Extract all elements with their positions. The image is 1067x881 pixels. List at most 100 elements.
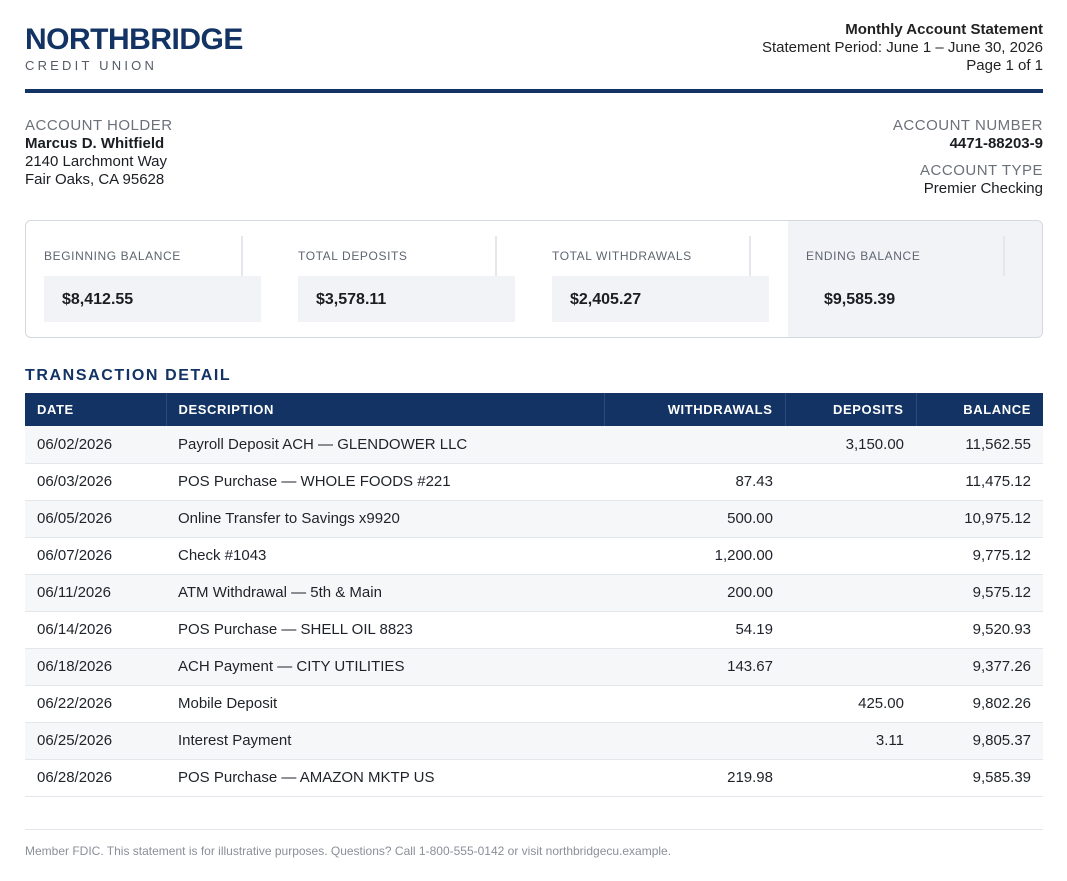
cell-deposit — [785, 500, 916, 538]
table-row: 06/25/2026 Interest Payment 3.11 9,805.3… — [25, 722, 1043, 760]
cell-date: 06/18/2026 — [25, 648, 166, 686]
account-number-label: ACCOUNT NUMBER — [892, 117, 1043, 134]
account-type-label: ACCOUNT TYPE — [920, 162, 1043, 179]
account-holder-block: ACCOUNT HOLDER Marcus D. Whitfield 2140 … — [25, 117, 173, 189]
table-row: 06/28/2026 POS Purchase — AMAZON MKTP US… — [25, 759, 1043, 797]
statement-period: Statement Period: June 1 – June 30, 2026 — [761, 39, 1043, 56]
cell-withdrawal — [604, 722, 785, 760]
cell-deposit — [785, 574, 916, 612]
cell-deposit — [785, 463, 916, 501]
table-row: 06/03/2026 POS Purchase — WHOLE FOODS #2… — [25, 463, 1043, 501]
transaction-section-title: TRANSACTION DETAIL — [25, 367, 232, 384]
cell-balance: 9,575.12 — [916, 574, 1043, 612]
cell-balance: 9,805.37 — [916, 722, 1043, 760]
cell-balance: 9,802.26 — [916, 685, 1043, 723]
footer-divider — [25, 829, 1043, 830]
table-row: 06/14/2026 POS Purchase — SHELL OIL 8823… — [25, 611, 1043, 649]
summary-value: $9,585.39 — [824, 291, 896, 308]
column-header-description: DESCRIPTION — [166, 393, 605, 426]
column-header-date: DATE — [25, 393, 167, 426]
cell-date: 06/14/2026 — [25, 611, 166, 649]
table-row: 06/22/2026 Mobile Deposit 425.00 9,802.2… — [25, 685, 1043, 723]
cell-withdrawal: 219.98 — [604, 759, 785, 797]
table-row: 06/18/2026 ACH Payment — CITY UTILITIES … — [25, 648, 1043, 686]
summary-value: $3,578.11 — [298, 276, 515, 322]
cell-withdrawal: 143.67 — [604, 648, 785, 686]
cell-date: 06/07/2026 — [25, 537, 166, 575]
cell-description: Online Transfer to Savings x9920 — [166, 500, 604, 538]
cell-description: Check #1043 — [166, 537, 604, 575]
cell-withdrawal: 500.00 — [604, 500, 785, 538]
address-line-1: 2140 Larchmont Way — [25, 153, 168, 170]
summary-label: TOTAL WITHDRAWALS — [534, 236, 751, 276]
column-header-balance: BALANCE — [916, 393, 1043, 426]
cell-balance: 11,562.55 — [916, 426, 1043, 464]
brand-logo: NORTHBRIDGE CREDIT UNION — [25, 23, 243, 74]
account-holder-name: Marcus D. Whitfield — [25, 135, 165, 152]
table-row: 06/07/2026 Check #1043 1,200.00 9,775.12 — [25, 537, 1043, 575]
cell-deposit — [785, 759, 916, 797]
summary-ending-balance: ENDING BALANCE $9,585.39 — [788, 221, 1042, 337]
cell-withdrawal: 87.43 — [604, 463, 785, 501]
cell-deposit: 3.11 — [785, 722, 916, 760]
brand-subtitle: CREDIT UNION — [25, 58, 158, 73]
cell-deposit: 3,150.00 — [785, 426, 916, 464]
cell-withdrawal — [604, 426, 785, 464]
statement-info: Monthly Account Statement Statement Peri… — [762, 21, 1043, 75]
cell-deposit: 425.00 — [785, 685, 916, 723]
summary-beginning-balance: BEGINNING BALANCE $8,412.55 — [26, 221, 280, 337]
footer-disclaimer: Member FDIC. This statement is for illus… — [25, 844, 672, 858]
statement-title: Monthly Account Statement — [845, 21, 1043, 38]
account-holder-label: ACCOUNT HOLDER — [25, 117, 173, 134]
summary-label: TOTAL DEPOSITS — [280, 236, 497, 276]
cell-date: 06/25/2026 — [25, 722, 166, 760]
address-line-2: Fair Oaks, CA 95628 — [25, 171, 165, 188]
header-divider — [25, 89, 1043, 93]
cell-description: POS Purchase — AMAZON MKTP US — [166, 759, 604, 797]
account-info-block: ACCOUNT NUMBER 4471-88203-9 ACCOUNT TYPE… — [893, 117, 1043, 198]
cell-date: 06/11/2026 — [25, 574, 166, 612]
cell-date: 06/05/2026 — [25, 500, 166, 538]
cell-description: ATM Withdrawal — 5th & Main — [166, 574, 604, 612]
summary-total-withdrawals: TOTAL WITHDRAWALS $2,405.27 — [534, 221, 788, 337]
cell-balance: 9,377.26 — [916, 648, 1043, 686]
summary-value: $8,412.55 — [44, 276, 261, 322]
cell-date: 06/03/2026 — [25, 463, 166, 501]
column-header-deposits: DEPOSITS — [785, 393, 917, 426]
transaction-table: DATE DESCRIPTION WITHDRAWALS DEPOSITS BA… — [25, 393, 1043, 797]
cell-deposit — [785, 648, 916, 686]
cell-withdrawal: 54.19 — [604, 611, 785, 649]
table-row: 06/05/2026 Online Transfer to Savings x9… — [25, 500, 1043, 538]
table-row: 06/02/2026 Payroll Deposit ACH — GLENDOW… — [25, 426, 1043, 464]
balance-summary: BEGINNING BALANCE $8,412.55 TOTAL DEPOSI… — [25, 220, 1043, 338]
brand-name: NORTHBRIDGE — [25, 23, 243, 56]
page-number: Page 1 of 1 — [966, 57, 1043, 74]
account-type: Premier Checking — [923, 180, 1043, 197]
cell-balance: 9,520.93 — [916, 611, 1043, 649]
cell-description: Payroll Deposit ACH — GLENDOWER LLC — [166, 426, 604, 464]
account-number: 4471-88203-9 — [949, 135, 1043, 152]
cell-date: 06/02/2026 — [25, 426, 166, 464]
summary-value: $2,405.27 — [552, 276, 769, 322]
cell-deposit — [785, 611, 916, 649]
cell-description: ACH Payment — CITY UTILITIES — [166, 648, 604, 686]
cell-balance: 11,475.12 — [916, 463, 1043, 501]
summary-total-deposits: TOTAL DEPOSITS $3,578.11 — [280, 221, 534, 337]
column-header-withdrawals: WITHDRAWALS — [604, 393, 786, 426]
cell-date: 06/22/2026 — [25, 685, 166, 723]
summary-label: ENDING BALANCE — [788, 236, 1005, 276]
summary-label: BEGINNING BALANCE — [26, 236, 243, 276]
cell-description: POS Purchase — WHOLE FOODS #221 — [166, 463, 604, 501]
table-header-row: DATE DESCRIPTION WITHDRAWALS DEPOSITS BA… — [25, 393, 1043, 426]
cell-date: 06/28/2026 — [25, 759, 166, 797]
cell-balance: 9,585.39 — [916, 759, 1043, 797]
cell-description: POS Purchase — SHELL OIL 8823 — [166, 611, 604, 649]
cell-withdrawal — [604, 685, 785, 723]
table-row: 06/11/2026 ATM Withdrawal — 5th & Main 2… — [25, 574, 1043, 612]
cell-withdrawal: 200.00 — [604, 574, 785, 612]
cell-balance: 10,975.12 — [916, 500, 1043, 538]
cell-description: Interest Payment — [166, 722, 604, 760]
cell-deposit — [785, 537, 916, 575]
cell-description: Mobile Deposit — [166, 685, 604, 723]
cell-balance: 9,775.12 — [916, 537, 1043, 575]
